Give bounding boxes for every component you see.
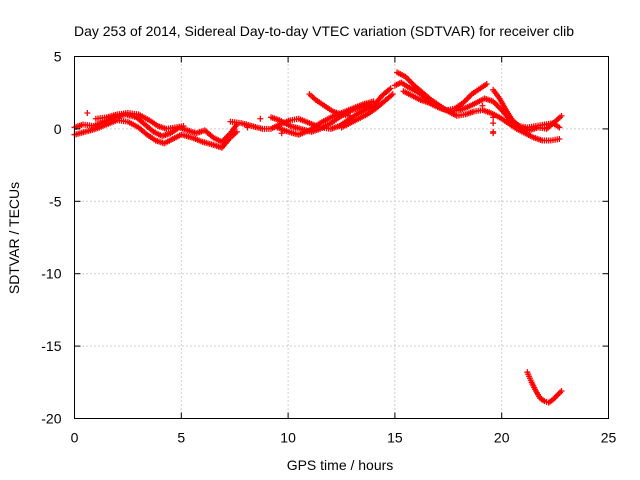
data-point <box>389 91 396 98</box>
chart-title: Day 253 of 2014, Sidereal Day-to-day VTE… <box>74 23 574 39</box>
data-point <box>244 124 251 131</box>
y-tick-label: -15 <box>41 338 61 354</box>
x-tick-label: 15 <box>387 430 403 446</box>
data-point <box>278 130 285 137</box>
data-point <box>463 96 470 103</box>
data-point <box>233 128 240 135</box>
x-tick-label: 5 <box>177 430 185 446</box>
data-point <box>347 112 354 119</box>
data-point <box>483 81 490 88</box>
y-tick-labels: 5 0 -5 -10 -15 -20 <box>41 49 61 427</box>
data-point <box>555 390 562 397</box>
data-point <box>490 120 497 127</box>
data-point <box>490 130 497 137</box>
data-point <box>465 94 472 101</box>
data-point <box>558 112 565 119</box>
data-point <box>387 85 394 92</box>
data-point <box>554 392 561 399</box>
x-axis-label: GPS time / hours <box>287 457 394 473</box>
data-point <box>556 124 563 131</box>
data-point <box>257 115 264 122</box>
data-point <box>405 76 412 83</box>
y-tick-label: 0 <box>54 121 62 137</box>
data-point <box>180 123 187 130</box>
y-tick-label: -10 <box>41 266 61 282</box>
y-tick-label: -20 <box>41 411 61 427</box>
plot-frame <box>74 56 609 419</box>
x-tick-labels: 0 5 10 15 20 25 <box>71 430 617 446</box>
y-tick-label: 5 <box>54 49 62 65</box>
x-tick-label: 10 <box>280 430 296 446</box>
data-point <box>370 98 377 105</box>
data-point <box>84 109 91 116</box>
data-point <box>408 79 415 86</box>
y-axis-label: SDTVAR / TECUs <box>6 182 22 294</box>
data-points <box>71 69 565 406</box>
data-point <box>556 136 563 143</box>
data-point <box>479 102 486 109</box>
data-point <box>552 393 559 400</box>
data-point <box>558 387 565 394</box>
data-point <box>464 95 471 102</box>
data-point <box>557 389 564 396</box>
data-point <box>406 78 413 85</box>
y-tick-label: -5 <box>49 193 62 209</box>
x-tick-label: 0 <box>71 430 79 446</box>
axis-ticks <box>74 56 609 419</box>
data-point <box>490 114 497 121</box>
data-point <box>493 101 500 108</box>
x-tick-label: 20 <box>494 430 510 446</box>
x-tick-label: 25 <box>601 430 617 446</box>
